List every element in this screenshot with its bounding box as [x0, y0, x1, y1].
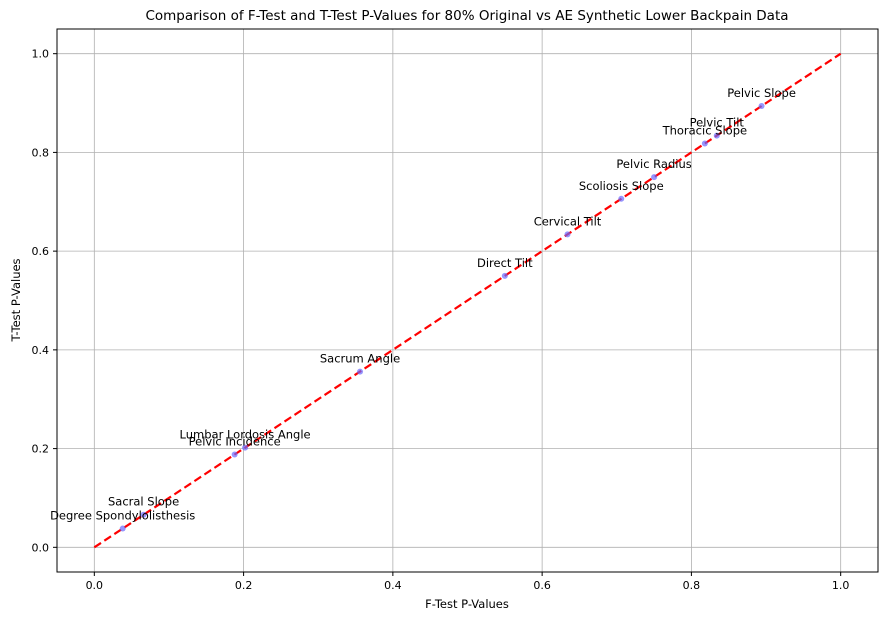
chart-title: Comparison of F-Test and T-Test P-Values… [145, 8, 788, 24]
data-point [242, 444, 249, 451]
y-tick-label: 0.0 [32, 541, 50, 554]
data-point-label: Pelvic Slope [727, 86, 796, 100]
data-point-label: Pelvic Tilt [690, 116, 745, 130]
x-tick-label: 0.0 [86, 579, 104, 592]
y-tick-label: 0.4 [32, 344, 50, 357]
data-point-label: Pelvic Radius [616, 157, 691, 171]
x-tick-label: 0.2 [235, 579, 253, 592]
data-point [357, 368, 364, 375]
data-point-label: Sacrum Angle [320, 352, 400, 366]
y-tick-label: 0.6 [32, 245, 50, 258]
x-axis-label: F-Test P-Values [425, 597, 509, 611]
y-axis-ticks: 0.0 0.2 0.4 0.6 0.8 1.0 [32, 48, 57, 554]
data-point [713, 132, 720, 139]
data-point [701, 140, 708, 147]
y-tick-label: 1.0 [32, 48, 50, 61]
data-point [618, 195, 625, 202]
x-tick-label: 0.6 [533, 579, 551, 592]
data-point [231, 451, 238, 458]
points-group [119, 103, 765, 532]
data-point [651, 174, 658, 181]
x-tick-label: 0.4 [384, 579, 402, 592]
data-point-label: Degree Spondylolisthesis [50, 509, 195, 523]
x-tick-label: 1.0 [832, 579, 850, 592]
y-tick-label: 0.2 [32, 443, 50, 456]
data-point [758, 103, 765, 110]
x-tick-label: 0.8 [683, 579, 701, 592]
data-point-label: Thoracic Slope [662, 124, 748, 138]
data-point-label: Cervical Tilt [534, 214, 602, 228]
y-axis-label: T-Test P-Values [9, 258, 23, 342]
data-point-label: Pelvic Incidence [189, 435, 281, 449]
data-point [119, 525, 126, 532]
grid [57, 29, 878, 572]
data-point [564, 231, 571, 238]
plot-frame [56, 28, 879, 573]
data-point-label: Lumbar Lordosis Angle [180, 428, 311, 442]
x-axis-ticks: 0.0 0.2 0.4 0.6 0.8 1.0 [86, 572, 850, 592]
y-tick-label: 0.8 [32, 146, 50, 159]
data-point-label: Sacral Slope [108, 495, 179, 509]
data-point [501, 272, 508, 279]
data-point [140, 511, 147, 518]
data-point-label: Scoliosis Slope [579, 179, 664, 193]
data-point-label: Direct Tilt [477, 256, 533, 270]
